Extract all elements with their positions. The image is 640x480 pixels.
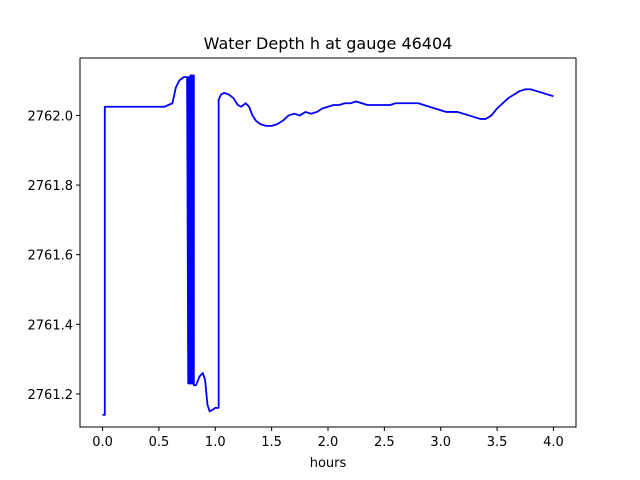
x-tick-label: 3.0 [430,435,451,450]
x-tick-label: 1.5 [261,435,282,450]
x-tick-label: 2.0 [318,435,339,450]
plot-frame [79,57,577,428]
x-tick-label: 1.0 [205,435,226,450]
x-tick-label: 0.0 [92,435,113,450]
x-tick-label: 4.0 [543,435,564,450]
y-tick-label: 2762.0 [28,109,74,124]
x-axis-label: hours [310,456,347,471]
x-tick-label: 2.5 [374,435,395,450]
y-tick-label: 2761.4 [28,318,74,333]
series-line-0 [102,74,554,416]
x-axis: 0.0 0.5 1.0 1.5 2.0 2.5 3.0 3.5 4.0 [92,427,564,450]
y-tick-label: 2761.2 [28,388,74,403]
series-layer [102,74,554,416]
y-tick-label: 2761.8 [28,179,74,194]
chart-title: Water Depth h at gauge 46404 [204,34,453,53]
y-axis: 2761.2 2761.4 2761.6 2761.8 2762.0 [28,109,80,403]
x-tick-label: 0.5 [149,435,170,450]
x-tick-label: 3.5 [487,435,508,450]
y-tick-label: 2761.6 [28,249,74,264]
